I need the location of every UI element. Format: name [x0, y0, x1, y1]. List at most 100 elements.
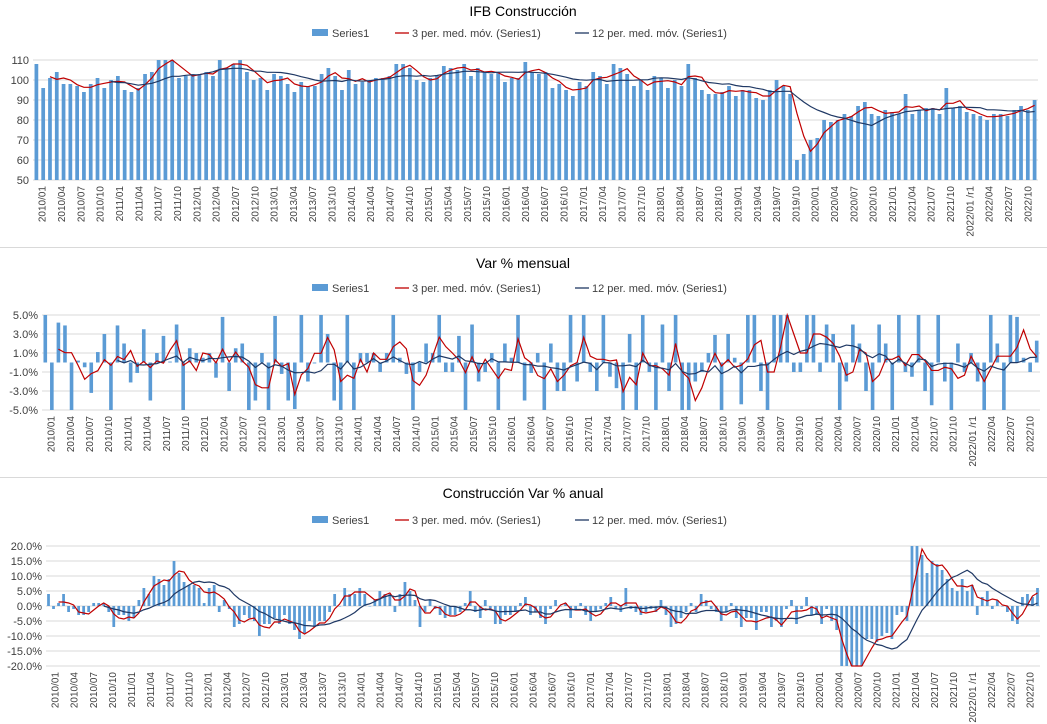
bar [849, 116, 854, 180]
bar [917, 110, 922, 180]
bar [1025, 110, 1030, 180]
bar [222, 600, 226, 606]
bar [82, 92, 86, 180]
x-tick-label: 2010/04 [66, 416, 77, 453]
bar [562, 362, 566, 391]
x-tick-label: 2019/04 [757, 416, 768, 453]
bar [109, 362, 113, 410]
bar [211, 76, 215, 180]
x-tick-label: 2020/07 [849, 186, 860, 223]
bar [524, 597, 527, 606]
x-tick-label: 2018/07 [699, 416, 710, 453]
bar [338, 362, 343, 410]
bar [143, 74, 147, 180]
bar [475, 68, 480, 180]
x-tick-label: 2020/01 [811, 186, 822, 223]
bar [775, 606, 778, 621]
x-tick-label: 2016/01 [509, 672, 520, 709]
bar [473, 606, 477, 612]
bar [360, 82, 365, 180]
bar [903, 362, 908, 372]
bar [516, 78, 521, 180]
bar [910, 362, 914, 377]
bar [303, 606, 306, 633]
bar [418, 606, 422, 627]
bar [824, 324, 829, 363]
bar [810, 606, 813, 615]
bar [601, 315, 606, 363]
x-tick-label: 2021/07 [927, 186, 938, 223]
bar [595, 362, 599, 391]
bar [1021, 597, 1024, 606]
bar [72, 606, 75, 609]
bar [805, 597, 808, 606]
x-tick-label: 2015/01 [424, 186, 435, 223]
bar [554, 600, 557, 606]
x-tick-label: 2020/04 [830, 186, 841, 223]
bar [664, 606, 668, 615]
x-tick-label: 2011/10 [184, 672, 195, 708]
legend-label-ma3: 3 per. med. móv. (Series1) [412, 283, 541, 295]
y-tick-label: 70 [17, 135, 29, 147]
x-tick-label: 2015/01 [433, 672, 444, 709]
bar [915, 546, 919, 606]
bar [577, 82, 582, 180]
bar [870, 362, 875, 410]
bar [380, 78, 385, 180]
x-tick-label: 2020/07 [853, 672, 864, 709]
bar [829, 122, 833, 180]
bar [704, 600, 708, 606]
bar [238, 60, 242, 180]
bar [258, 78, 263, 180]
y-tick-label: 3.0% [13, 329, 38, 341]
x-tick-label: 2010/04 [70, 672, 81, 709]
bar [550, 88, 555, 180]
bar [435, 76, 439, 180]
x-tick-label: 2016/10 [560, 186, 571, 223]
bar [627, 334, 632, 363]
x-tick-label: 2019/07 [772, 186, 783, 223]
bar [549, 343, 553, 363]
x-tick-label: 2020/10 [869, 186, 880, 223]
bar [82, 606, 86, 615]
bar [393, 606, 397, 612]
bar [503, 82, 507, 180]
bar [706, 353, 711, 363]
bar [930, 108, 935, 180]
x-tick-label: 2018/07 [695, 186, 706, 223]
bar [964, 112, 969, 180]
bar [278, 76, 283, 180]
x-tick-label: 2012/07 [231, 186, 242, 223]
bar [857, 343, 862, 363]
bar [754, 98, 759, 180]
bar [503, 343, 507, 363]
bar [599, 606, 603, 609]
x-tick-label: 2011/07 [162, 416, 173, 452]
bar [214, 362, 218, 378]
bar [162, 585, 166, 606]
bar [1005, 606, 1009, 612]
x-tick-label: 2010/01 [38, 186, 49, 223]
bar [785, 606, 788, 609]
bar [408, 591, 412, 606]
bar [660, 324, 665, 363]
bar [323, 606, 326, 621]
chart-panel-var-anual: Construcción Var % anual Series1 3 per. me… [0, 478, 1047, 724]
bar [790, 600, 793, 606]
bar [251, 80, 256, 180]
bar [659, 600, 663, 606]
bar [92, 603, 96, 606]
bar [365, 353, 369, 363]
bar [785, 315, 790, 363]
bar [483, 600, 487, 606]
bar [666, 88, 670, 180]
bar [177, 78, 181, 180]
bar [608, 362, 612, 377]
bar [414, 80, 419, 180]
bar [378, 362, 382, 372]
bar [693, 362, 698, 382]
x-tick-label: 2015/10 [490, 672, 501, 709]
y-tick-label: -5.0% [9, 405, 38, 417]
x-tick-label: 2012/04 [219, 416, 230, 453]
x-tick-label: 2019/07 [776, 416, 787, 453]
